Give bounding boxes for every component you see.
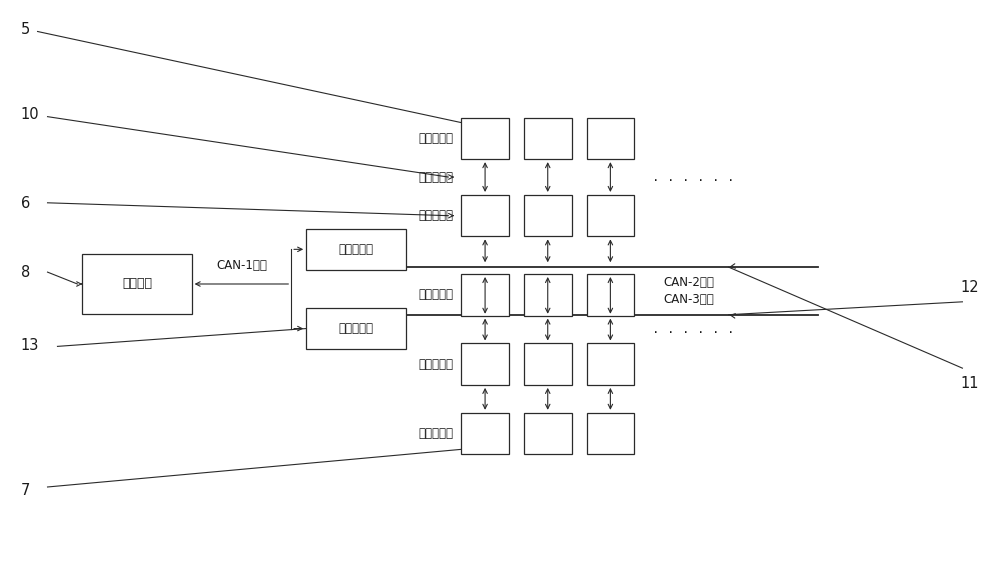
Bar (524, 274, 572, 316)
Text: CAN-3通信: CAN-3通信 (664, 293, 714, 306)
Text: 横机主控: 横机主控 (122, 277, 152, 290)
Bar (306, 229, 406, 270)
Text: 通信转接板: 通信转接板 (338, 322, 373, 335)
Bar (461, 413, 509, 454)
Bar (461, 117, 509, 159)
Text: 5: 5 (21, 22, 30, 37)
Text: 柔性扁平线: 柔性扁平线 (418, 358, 453, 371)
Text: . . . . . .: . . . . . . (652, 171, 735, 184)
Bar (524, 117, 572, 159)
Text: 8: 8 (21, 265, 30, 280)
Bar (587, 195, 634, 236)
Text: 10: 10 (21, 107, 39, 122)
Text: 电机控制板: 电机控制板 (418, 289, 453, 302)
Text: 红外收发板: 红外收发板 (418, 132, 453, 145)
Bar (524, 413, 572, 454)
Text: CAN-1通信: CAN-1通信 (216, 259, 267, 272)
Text: 12: 12 (961, 280, 979, 295)
Bar (524, 344, 572, 385)
Bar (587, 344, 634, 385)
Text: 红外收发板: 红外收发板 (418, 427, 453, 440)
Text: 6: 6 (21, 196, 30, 211)
Bar (587, 413, 634, 454)
Bar (524, 195, 572, 236)
Text: 13: 13 (21, 338, 39, 353)
Bar (587, 117, 634, 159)
Bar (461, 195, 509, 236)
Text: 7: 7 (21, 483, 30, 498)
Text: 11: 11 (961, 376, 979, 391)
Text: 通信转接板: 通信转接板 (338, 243, 373, 256)
Text: 柔性扁平线: 柔性扁平线 (418, 171, 453, 184)
Bar (306, 308, 406, 349)
Text: 电机控制板: 电机控制板 (418, 209, 453, 222)
Text: . . . . . .: . . . . . . (652, 323, 735, 336)
Bar (82, 254, 192, 314)
Bar (461, 344, 509, 385)
Text: CAN-2通信: CAN-2通信 (664, 276, 714, 289)
Bar (587, 274, 634, 316)
Bar (461, 274, 509, 316)
